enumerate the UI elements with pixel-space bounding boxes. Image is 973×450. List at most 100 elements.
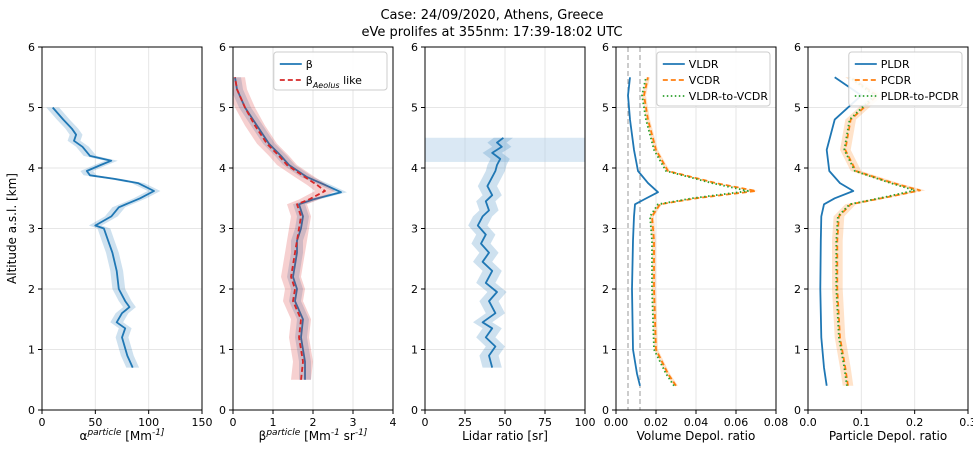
series-3-line [835, 76, 916, 386]
y-tick-label: 2 [28, 283, 35, 296]
x-axis-label: Particle Depol. ratio [829, 429, 947, 443]
legend-box [656, 51, 771, 107]
series-1-line [52, 106, 155, 368]
legend-label: β [306, 58, 313, 71]
y-tick-label: 1 [794, 344, 801, 357]
legend-label: VCDR [689, 74, 721, 87]
x-tick-label: 4 [390, 416, 397, 429]
legend-box [848, 51, 963, 107]
plot-area [46, 106, 161, 368]
y-tick-label: 0 [219, 404, 226, 417]
y-tick-label: 4 [794, 162, 801, 175]
x-tick-label: 100 [138, 416, 159, 429]
legend: β βAeolus​ like [273, 51, 388, 91]
x-tick-label: 50 [88, 416, 102, 429]
series-1-line [819, 76, 863, 386]
y-tick-label: 0 [794, 404, 801, 417]
legend-label: VLDR [689, 58, 719, 71]
x-tick-label: 50 [498, 416, 512, 429]
legend-label: VLDR-to-VCDR [689, 90, 769, 103]
series-2-band [832, 77, 926, 386]
legend: VLDR VCDR VLDR-to-VCDR [656, 51, 771, 107]
series-3-line [641, 77, 749, 387]
y-tick-label: 4 [602, 162, 609, 175]
y-tick-label: 3 [411, 223, 418, 236]
series-1-line [476, 137, 504, 368]
panel-2: 0 1 2 3 4 0 1 2 3 4 5 6 βparticle​ [Mm-1​ sr-1]​ β βAe… [219, 41, 397, 443]
series-1-line [234, 77, 342, 380]
y-tick-label: 5 [411, 102, 418, 115]
x-tick-label: 0.02 [644, 416, 669, 429]
y-tick-label: 5 [602, 102, 609, 115]
figure-title: Case: 24/09/2020, Athens, Greece [380, 8, 603, 23]
x-tick-label: 0.00 [604, 416, 629, 429]
y-tick-label: 1 [219, 344, 226, 357]
x-axis-label: βparticle​ [Mm-1​ sr-1]​ [259, 428, 368, 443]
plot-area [425, 137, 585, 368]
x-tick-label: 0.0 [799, 416, 817, 429]
x-tick-label: 1 [270, 416, 277, 429]
plot-area [233, 77, 347, 380]
legend: PLDR PCDR PLDR-to-PCDR [848, 51, 963, 107]
series-1-band [468, 137, 513, 368]
y-tick-label: 6 [411, 41, 418, 54]
series-2-line [643, 77, 757, 387]
y-tick-label: 1 [411, 344, 418, 357]
x-tick-label: 100 [575, 416, 596, 429]
x-tick-label: 25 [458, 416, 472, 429]
x-tick-label: 0.1 [853, 416, 871, 429]
plot-area [819, 76, 926, 386]
x-tick-label: 0.3 [959, 416, 973, 429]
x-tick-label: 0.04 [684, 416, 709, 429]
x-tick-label: 3 [350, 416, 357, 429]
x-axis-label: αparticle​ [Mm-1]​ [80, 428, 165, 443]
legend-label: PLDR-to-PCDR [881, 90, 959, 103]
x-tick-label: 0.06 [724, 416, 749, 429]
panel-4: 0.00 0.02 0.04 0.06 0.08 0 1 2 3 4 5 6 Volume Depol.… [602, 41, 788, 443]
y-tick-label: 1 [602, 344, 609, 357]
x-tick-label: 75 [538, 416, 552, 429]
y-tick-label: 6 [219, 41, 226, 54]
legend-label: PLDR [881, 58, 910, 71]
y-tick-label: 3 [219, 223, 226, 236]
x-tick-label: 150 [192, 416, 213, 429]
y-tick-label: 0 [28, 404, 35, 417]
plot-area [627, 47, 758, 410]
series-1-band [46, 107, 161, 368]
x-tick-label: 0 [422, 416, 429, 429]
y-tick-label: 4 [28, 162, 35, 175]
panel-1: 0 50 100 150 0 1 2 3 4 5 6 αparticle​ [Mm-1]​ Altitu… [5, 41, 213, 443]
x-axis-label: Volume Depol. ratio [637, 429, 756, 443]
series-2-band [642, 77, 758, 386]
y-tick-label: 3 [794, 223, 801, 236]
uncertainty-band [425, 137, 585, 162]
y-tick-label: 5 [28, 102, 35, 115]
legend-label: PCDR [881, 74, 912, 87]
x-tick-label: 0 [230, 416, 237, 429]
figure-subtitle: eVe prolifes at 355nm: 17:39-18:02 UTC [362, 25, 623, 40]
y-tick-label: 5 [794, 102, 801, 115]
y-tick-label: 4 [411, 162, 418, 175]
x-axis-label: Lidar ratio [sr] [462, 429, 548, 443]
series-2-line [234, 77, 326, 380]
series-2-band [233, 77, 335, 380]
y-tick-label: 2 [602, 283, 609, 296]
series-1-line [627, 77, 659, 387]
x-tick-label: 2 [310, 416, 317, 429]
y-axis-label: Altitude a.s.l. [km] [5, 173, 19, 284]
y-tick-label: 6 [28, 41, 35, 54]
y-tick-label: 0 [602, 404, 609, 417]
y-tick-label: 1 [28, 344, 35, 357]
panel-5: 0.0 0.1 0.2 0.3 0 1 2 3 4 5 6 Particle Depol. ratio… [794, 41, 973, 443]
y-tick-label: 6 [602, 41, 609, 54]
series-2-line [836, 76, 921, 386]
y-tick-label: 3 [602, 223, 609, 236]
legend-box [273, 51, 388, 91]
y-tick-label: 6 [794, 41, 801, 54]
y-tick-label: 2 [411, 283, 418, 296]
x-tick-label: 0.08 [764, 416, 789, 429]
x-tick-label: 0.2 [906, 416, 924, 429]
y-tick-label: 2 [219, 283, 226, 296]
